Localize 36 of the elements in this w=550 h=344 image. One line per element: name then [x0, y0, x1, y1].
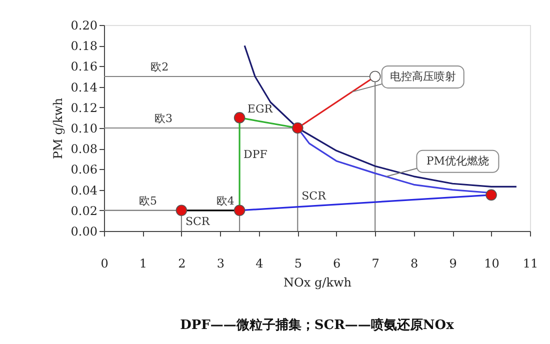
y-axis-title: PM g/kwh — [50, 98, 65, 160]
x-tick-label: 6 — [333, 256, 341, 270]
annotation: 欧3 — [154, 112, 172, 125]
annotation: DPF — [244, 148, 268, 162]
x-tick-label: 10 — [484, 256, 500, 270]
x-tick-label: 0 — [100, 256, 108, 270]
y-tick-label: 0.16 — [70, 60, 98, 74]
x-tick-label: 1 — [139, 256, 148, 270]
y-tick-label: 0.10 — [70, 122, 98, 136]
annotation: EGR — [247, 102, 274, 116]
annotation: SCR — [302, 189, 327, 202]
annotation: 欧5 — [138, 194, 157, 208]
x-tick-label: 8 — [410, 256, 418, 270]
annotation: PM优化燃烧 — [426, 154, 490, 168]
x-axis-title: NOx g/kwh — [284, 276, 352, 290]
y-tick-label: 0.04 — [70, 183, 98, 198]
y-tick-label: 0.18 — [70, 39, 98, 54]
y-tick-label: 0.12 — [70, 100, 98, 115]
text: DPF——微粒子捕集；SCR——喷氨还原NOx — [180, 317, 454, 333]
annotation: 欧4 — [216, 194, 234, 208]
y-tick-label: 0.14 — [70, 80, 98, 94]
x-tick-label: 4 — [256, 256, 264, 270]
x-tick-label: 5 — [294, 256, 302, 270]
annotation: 欧2 — [150, 60, 169, 74]
x-tick-label: 7 — [372, 256, 380, 270]
y-tick-label: 0.08 — [70, 142, 98, 156]
y-tick-label: 0.00 — [70, 224, 98, 238]
y-tick-label: 0.02 — [70, 204, 98, 218]
x-tick-label: 9 — [449, 256, 457, 270]
x-tick-label: 11 — [522, 256, 538, 270]
y-tick-label: 0.06 — [70, 162, 98, 177]
y-tick-label: 0.20 — [70, 18, 98, 32]
annotation: 电控高压喷射 — [390, 70, 456, 83]
annotation: SCR — [185, 215, 210, 228]
x-tick-label: 3 — [216, 256, 224, 270]
x-tick-label: 2 — [178, 256, 186, 270]
